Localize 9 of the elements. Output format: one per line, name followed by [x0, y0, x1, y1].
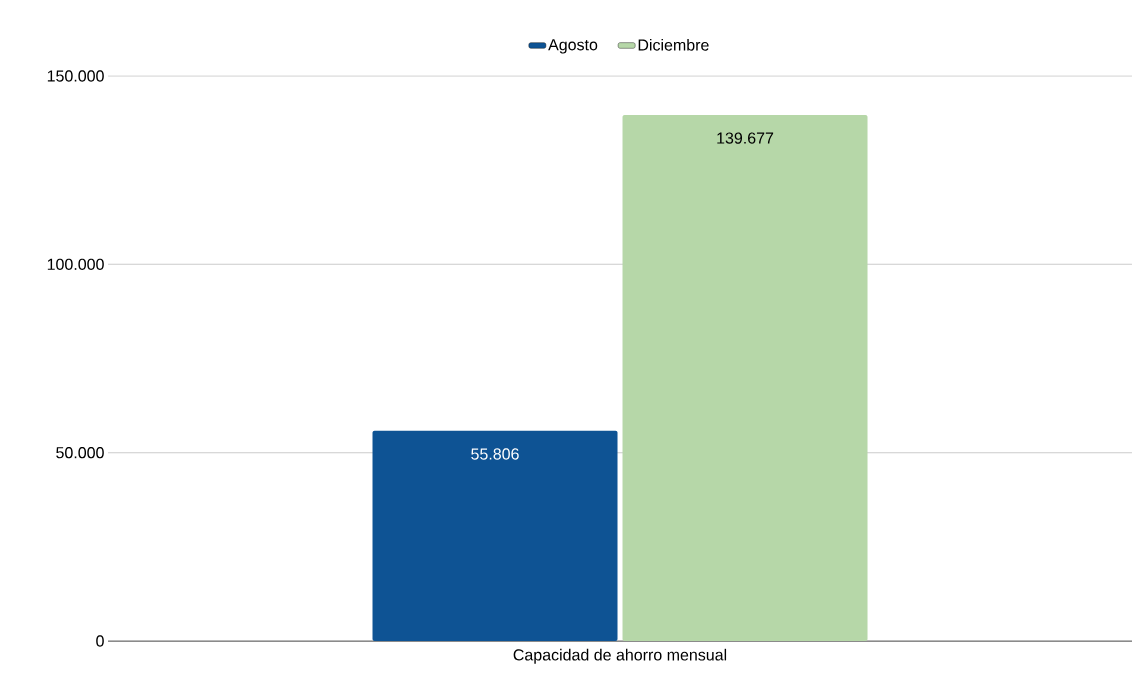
x-tick-label: Capacidad de ahorro mensual: [513, 648, 727, 664]
legend-label: Diciembre: [638, 38, 709, 51]
data-label: 55.806: [471, 448, 519, 460]
y-tick-label: 50.000: [56, 447, 104, 459]
y-tick-label: 0: [96, 635, 104, 647]
legend-label: Agosto: [548, 39, 598, 54]
y-tick-label: 150.000: [47, 70, 104, 82]
data-label: 139.677: [717, 132, 774, 144]
y-tick-label: 100.000: [47, 258, 104, 270]
